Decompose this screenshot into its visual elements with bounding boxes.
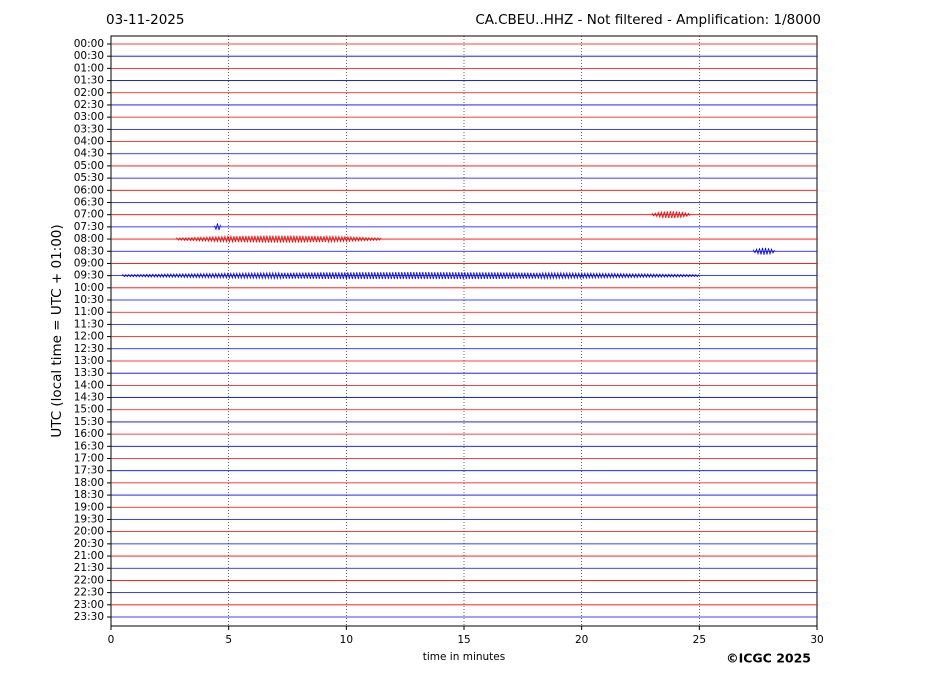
chart-date: 03-11-2025 xyxy=(106,12,184,28)
credit: ©ICGC 2025 xyxy=(726,651,811,666)
seismic-event xyxy=(122,271,700,281)
y-tick-label: 11:00 xyxy=(74,306,104,318)
y-tick-label: 16:30 xyxy=(74,440,104,452)
x-tick-label: 0 xyxy=(108,634,115,646)
y-tick-label: 15:00 xyxy=(74,404,104,416)
y-tick-label: 08:00 xyxy=(74,233,104,245)
y-tick-label: 02:30 xyxy=(74,99,104,111)
y-tick-label: 17:00 xyxy=(74,453,104,465)
y-tick-label: 22:00 xyxy=(74,574,104,586)
y-tick-label: 10:30 xyxy=(74,294,104,306)
x-axis-label: time in minutes xyxy=(423,651,505,663)
y-tick-label: 06:30 xyxy=(74,196,104,208)
y-tick-label: 21:00 xyxy=(74,550,104,562)
y-tick-label: 23:00 xyxy=(74,599,104,611)
x-tick-label: 15 xyxy=(457,634,470,646)
y-tick-label: 00:30 xyxy=(74,50,104,62)
y-tick-label: 09:00 xyxy=(74,257,104,269)
y-tick-label: 10:00 xyxy=(74,282,104,294)
y-tick-label: 01:00 xyxy=(74,62,104,74)
chart-title: CA.CBEU..HHZ - Not filtered - Amplificat… xyxy=(475,12,821,28)
y-tick-label: 01:30 xyxy=(74,75,104,87)
y-tick-label: 03:00 xyxy=(74,111,104,123)
seismic-event xyxy=(651,210,691,220)
y-tick-label: 22:30 xyxy=(74,587,104,599)
y-tick-label: 20:30 xyxy=(74,538,104,550)
y-tick-label: 20:00 xyxy=(74,526,104,538)
y-tick-label: 06:00 xyxy=(74,184,104,196)
y-axis-label: UTC (local time = UTC + 01:00) xyxy=(49,224,65,437)
seismic-event xyxy=(753,247,775,256)
y-tick-label: 15:30 xyxy=(74,416,104,428)
x-tick-label: 20 xyxy=(575,634,588,646)
y-tick-label: 13:00 xyxy=(74,355,104,367)
x-tick-label: 5 xyxy=(225,634,232,646)
y-tick-label: 12:00 xyxy=(74,331,104,343)
x-tick-label: 25 xyxy=(693,634,706,646)
seismic-event xyxy=(214,223,221,231)
x-tick-label: 30 xyxy=(810,634,823,646)
seismic-event xyxy=(176,234,382,244)
y-tick-label: 18:30 xyxy=(74,489,104,501)
y-tick-label: 12:30 xyxy=(74,343,104,355)
y-tick-label: 14:00 xyxy=(74,379,104,391)
y-tick-label: 03:30 xyxy=(74,123,104,135)
y-tick-label: 07:30 xyxy=(74,221,104,233)
y-tick-label: 14:30 xyxy=(74,392,104,404)
y-tick-label: 11:30 xyxy=(74,318,104,330)
y-tick-label: 08:30 xyxy=(74,245,104,257)
y-tick-label: 18:00 xyxy=(74,477,104,489)
y-tick-label: 17:30 xyxy=(74,465,104,477)
y-tick-label: 05:30 xyxy=(74,172,104,184)
y-tick-label: 07:00 xyxy=(74,209,104,221)
y-tick-label: 19:30 xyxy=(74,513,104,525)
y-tick-label: 16:00 xyxy=(74,428,104,440)
y-tick-label: 04:30 xyxy=(74,148,104,160)
y-tick-label: 23:30 xyxy=(74,611,104,623)
y-tick-label: 05:00 xyxy=(74,160,104,172)
y-tick-label: 09:30 xyxy=(74,270,104,282)
y-tick-label: 21:30 xyxy=(74,562,104,574)
x-tick-label: 10 xyxy=(340,634,353,646)
y-tick-label: 19:00 xyxy=(74,501,104,513)
y-tick-label: 04:00 xyxy=(74,136,104,148)
y-tick-label: 02:00 xyxy=(74,87,104,99)
y-tick-label: 00:00 xyxy=(74,38,104,50)
y-tick-label: 13:30 xyxy=(74,367,104,379)
